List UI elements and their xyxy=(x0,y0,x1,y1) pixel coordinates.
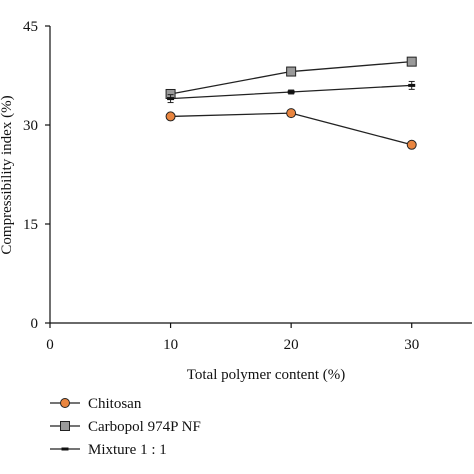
series-0 xyxy=(165,108,417,150)
axes: 0 15 30 45 0 10 20 30 xyxy=(23,19,472,353)
series-line xyxy=(170,60,412,95)
legend-item: Mixture 1 : 1 xyxy=(50,442,167,458)
data-point xyxy=(408,83,416,87)
series-2 xyxy=(167,80,416,104)
legend-label: Carbopol 974P NF xyxy=(88,419,201,435)
y-tick-label: 15 xyxy=(23,217,38,233)
x-tick-label: 10 xyxy=(163,337,178,353)
y-tick-label: 30 xyxy=(23,118,38,134)
legend-marker xyxy=(61,447,69,451)
y-axis-title: Compressibility index (%) xyxy=(0,95,15,254)
data-point xyxy=(167,97,175,101)
y-tick-label: 0 xyxy=(31,316,39,332)
data-point xyxy=(287,90,295,94)
legend-item: Chitosan xyxy=(50,396,142,412)
series-layer xyxy=(165,56,417,150)
legend-label: Mixture 1 : 1 xyxy=(88,442,167,458)
data-point xyxy=(286,108,297,119)
x-axis-title: Total polymer content (%) xyxy=(187,367,345,383)
series-1 xyxy=(165,56,417,99)
legend-marker xyxy=(60,421,70,431)
data-point xyxy=(406,56,417,67)
x-tick-label: 20 xyxy=(284,337,299,353)
data-point xyxy=(165,111,176,122)
legend: Chitosan Carbopol 974P NF Mixture 1 : 1 xyxy=(50,396,201,458)
x-tick-label: 0 xyxy=(46,337,54,353)
legend-label: Chitosan xyxy=(88,396,142,412)
x-tick-label: 30 xyxy=(404,337,419,353)
y-tick-label: 45 xyxy=(23,19,38,35)
data-point xyxy=(286,66,297,77)
data-point xyxy=(406,139,417,150)
legend-item: Carbopol 974P NF xyxy=(50,419,201,435)
legend-marker xyxy=(60,398,70,408)
